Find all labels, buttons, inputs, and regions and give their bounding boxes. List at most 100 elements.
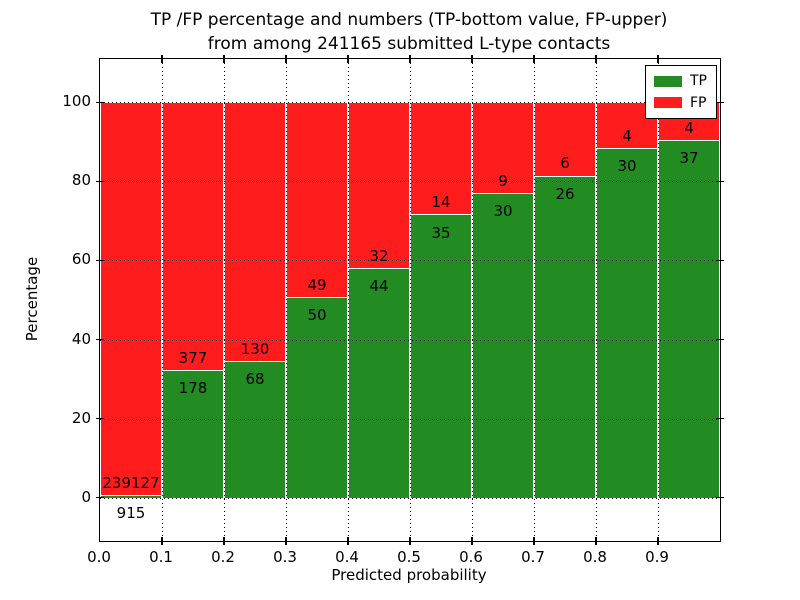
bar-label-fp: 32 (369, 246, 389, 265)
bar-segment-tp (534, 176, 596, 498)
tick-mark-x-bottom (409, 537, 411, 545)
tick-mark-x-bottom (657, 537, 659, 545)
y-axis-label: Percentage (23, 256, 41, 342)
x-tick-label: 0.6 (459, 548, 483, 566)
gridline-vertical (348, 59, 349, 541)
bar-segment-fp (224, 102, 286, 362)
tick-mark-y-right (716, 338, 724, 341)
legend-item-tp: TP (646, 73, 716, 89)
y-tick-label: 20 (71, 408, 91, 427)
bar-segment-fp (162, 102, 224, 371)
chart-title-line1: TP /FP percentage and numbers (TP-bottom… (150, 10, 668, 30)
tick-mark-x-bottom (347, 537, 349, 545)
bar-label-tp: 26 (555, 184, 575, 203)
gridline-vertical (162, 59, 163, 541)
tick-mark-y-right (716, 417, 724, 420)
legend-label-tp: TP (690, 73, 707, 90)
bar-segment-tp (596, 148, 658, 498)
bar-label-fp: 49 (307, 275, 327, 294)
bar-segment-fp (286, 102, 348, 298)
bar-segment-tp (286, 298, 348, 498)
tick-mark-y-left (96, 496, 104, 499)
x-tick-label: 0.5 (397, 548, 421, 566)
tick-mark-y-right (716, 259, 724, 262)
tick-mark-x-bottom (533, 537, 535, 545)
tick-mark-y-left (96, 101, 104, 104)
tick-mark-y-right (716, 496, 724, 499)
tick-mark-x-top (657, 55, 659, 63)
tick-mark-x-bottom (223, 537, 225, 545)
bar-label-tp: 44 (369, 277, 389, 296)
y-tick-label: 40 (71, 329, 91, 348)
bar-segment-fp (348, 102, 410, 269)
gridline-vertical (658, 59, 659, 541)
bar-label-fp: 239127 (102, 473, 160, 492)
gridline-vertical (472, 59, 473, 541)
x-tick-label: 0.7 (521, 548, 545, 566)
tick-mark-x-bottom (161, 537, 163, 545)
tick-mark-x-bottom (471, 537, 473, 545)
bar-segment-tp (472, 193, 534, 498)
y-tick-label: 100 (62, 92, 91, 111)
tick-mark-y-right (716, 180, 724, 183)
x-tick-label: 0.3 (273, 548, 297, 566)
bar-segment-tp (162, 370, 224, 498)
bar-label-tp: 30 (493, 202, 513, 220)
bar-label-tp: 35 (431, 223, 451, 242)
bar-segment-fp (100, 102, 162, 497)
y-tick-label: 0 (81, 487, 91, 506)
legend-label-fp: FP (690, 94, 707, 111)
gridline-vertical (534, 59, 535, 541)
tick-mark-x-top (285, 55, 287, 63)
tick-mark-x-bottom (285, 537, 287, 545)
tick-mark-x-top (595, 55, 597, 63)
tick-mark-y-right (716, 101, 724, 104)
x-tick-label: 0.4 (335, 548, 359, 566)
tick-mark-x-top (471, 55, 473, 63)
x-axis-label: Predicted probability (331, 566, 487, 584)
bar-label-fp: 6 (560, 154, 570, 173)
bar-segment-tp (348, 268, 410, 498)
chart-title-line2: from among 241165 submitted L-type conta… (207, 33, 611, 54)
tick-mark-y-left (96, 338, 104, 341)
legend-swatch-tp-icon (654, 75, 682, 87)
tick-mark-x-top (161, 55, 163, 63)
tick-mark-y-left (96, 259, 104, 262)
bar-label-fp: 377 (178, 348, 208, 367)
legend-swatch-fp-icon (654, 97, 682, 109)
tick-mark-x-top (533, 55, 535, 63)
x-tick-label: 0.8 (583, 548, 607, 566)
bar-label-tp: 37 (679, 149, 699, 168)
chart-title: TP /FP percentage and numbers (TP-bottom… (99, 9, 719, 57)
gridline-vertical (596, 59, 597, 541)
bar-segment-fp (410, 102, 472, 216)
bar-label-fp: 4 (622, 126, 632, 145)
legend-item-fp: FP (646, 95, 716, 111)
x-tick-label: 0.2 (211, 548, 235, 566)
x-tick-label: 0.0 (87, 548, 111, 566)
tick-mark-x-bottom (595, 537, 597, 545)
bar-label-tp: 30 (617, 157, 637, 176)
tick-mark-x-top (409, 55, 411, 63)
bar-label-fp: 130 (240, 339, 270, 358)
tick-mark-x-top (223, 55, 225, 63)
gridline-vertical (410, 59, 411, 541)
bar-label-tp: 68 (245, 370, 265, 389)
legend: TP FP (645, 65, 717, 119)
bar-label-fp: 4 (684, 118, 694, 137)
y-tick-label: 80 (71, 171, 91, 190)
bar-label-fp: 9 (498, 171, 508, 190)
bar-segment-tp (658, 141, 720, 498)
bar-segment-fp (472, 102, 534, 194)
bar-label-fp: 14 (431, 193, 451, 212)
tick-mark-x-top (347, 55, 349, 63)
x-tick-label: 0.9 (645, 548, 669, 566)
plot-area: 239127 915 377 178 130 68 49 50 32 44 14 35 9 30 6 26 4 3… (96, 55, 724, 545)
tick-mark-y-left (96, 417, 104, 420)
bar-label-tp: 915 (116, 504, 146, 523)
bar-label-tp: 178 (178, 379, 208, 398)
gridline-vertical (286, 59, 287, 541)
tick-mark-y-left (96, 180, 104, 183)
bar-segment-tp (410, 215, 472, 498)
